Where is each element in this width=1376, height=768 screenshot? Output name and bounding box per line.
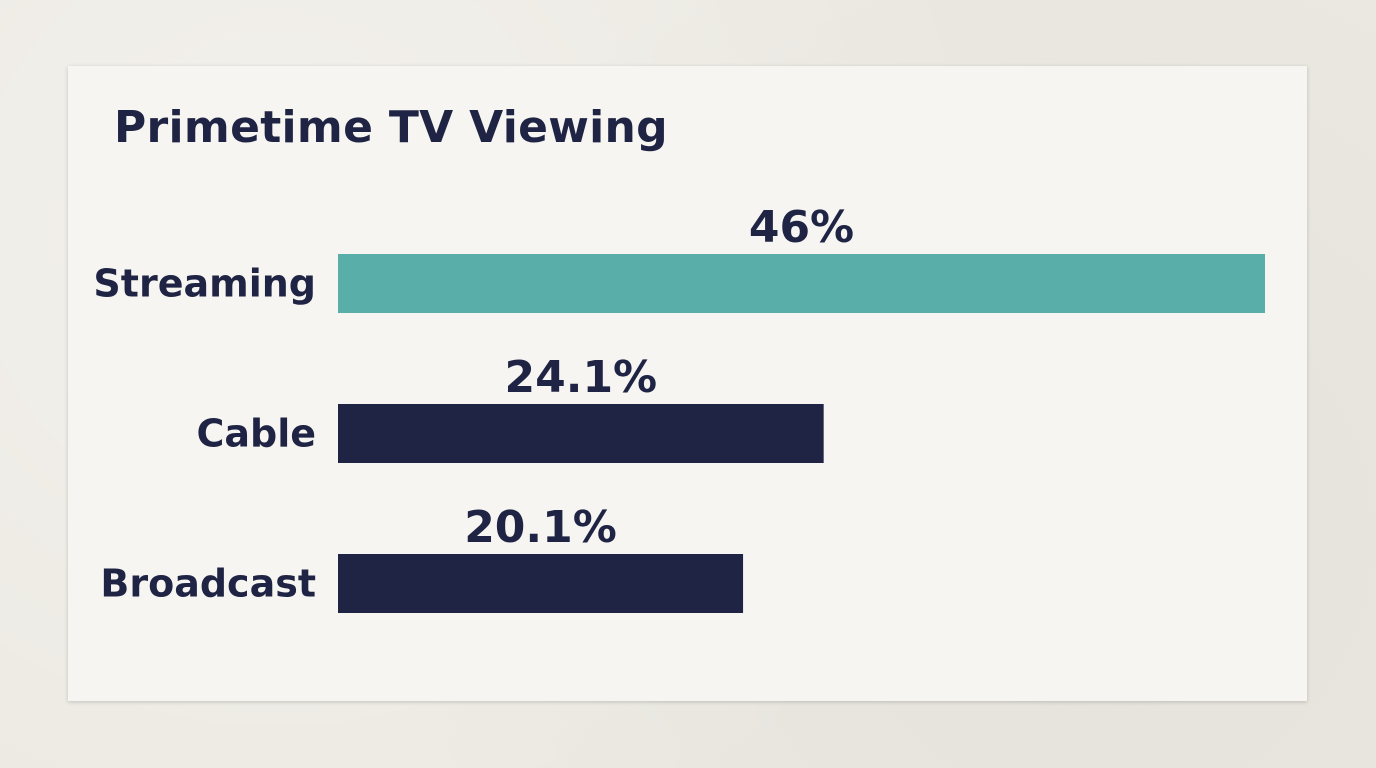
category-label-streaming: Streaming — [93, 262, 316, 306]
category-label-broadcast: Broadcast — [100, 562, 316, 606]
bar-broadcast — [338, 554, 744, 613]
chart-title: Primetime TV Viewing — [114, 102, 668, 153]
value-label-cable: 24.1% — [505, 352, 658, 403]
bar-streaming — [338, 254, 1265, 313]
category-label-cable: Cable — [196, 412, 316, 456]
bar-cable — [338, 404, 824, 463]
bar-chart: Streaming 46% Cable 24.1% Broadcast 20.1% — [93, 202, 1265, 613]
bars-layer: Streaming 46% Cable 24.1% Broadcast 20.1% — [93, 202, 1265, 613]
chart-card: Primetime TV Viewing Streaming 46% Cable 24… — [68, 66, 1307, 701]
value-label-broadcast: 20.1% — [464, 502, 617, 553]
value-label-streaming: 46% — [749, 202, 854, 253]
